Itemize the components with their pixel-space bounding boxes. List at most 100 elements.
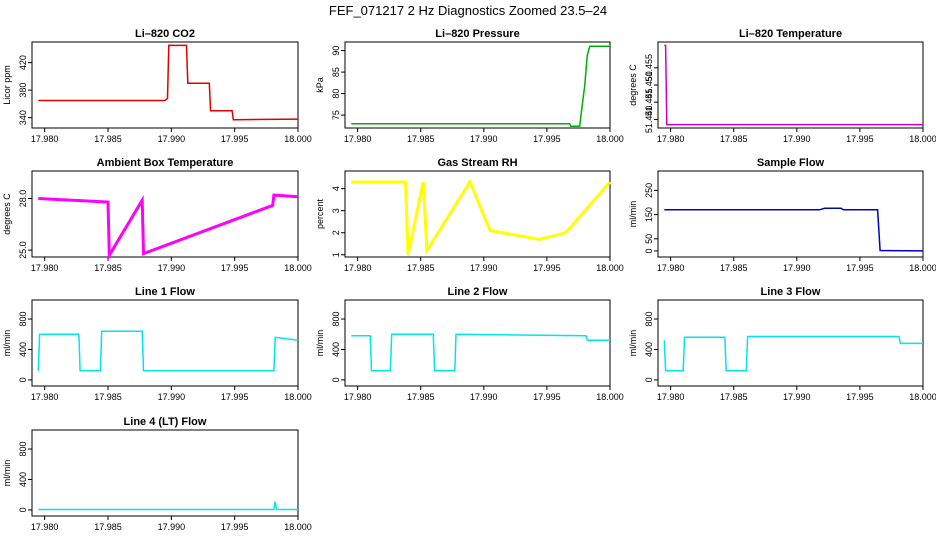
x-tick-label: 17.985 [720, 392, 748, 402]
plot-frame [344, 170, 611, 258]
panel-title: Line 2 Flow [448, 286, 508, 298]
plot-frame [31, 299, 299, 387]
y-tick-label: 400 [18, 472, 28, 487]
series-line [351, 45, 610, 128]
x-tick-label: 17.995 [533, 392, 561, 402]
series-line [664, 207, 924, 252]
x-tick-label: 17.995 [221, 392, 249, 402]
x-tick-label: 17.980 [657, 263, 685, 273]
x-tick-label: 17.990 [470, 263, 498, 273]
page-title: FEF_071217 2 Hz Diagnostics Zoomed 23.5–… [328, 3, 608, 18]
plot-frame [344, 41, 611, 129]
plot-frame [31, 41, 299, 129]
panel-title: Line 3 Flow [761, 286, 821, 298]
series-line [37, 330, 299, 372]
x-tick-label: 17.980 [344, 134, 372, 144]
y-tick-label: 2 [331, 230, 341, 235]
x-tick-label: 17.985 [407, 263, 435, 273]
y-tick-label: 4 [331, 186, 341, 191]
y-tick-label: 51.455 [644, 54, 654, 82]
y-axis-label: ml/min [315, 330, 325, 357]
chart-panel-6: Sample Flow ml/min 17.980 17.985 17.990 17.99… [628, 157, 936, 273]
x-tick-label: 18.000 [284, 263, 312, 273]
y-tick-label: 51.450 [644, 71, 654, 99]
y-axis-label: kPa [315, 77, 325, 93]
y-tick-label: 380 [18, 83, 28, 98]
x-tick-label: 18.000 [909, 263, 936, 273]
x-tick-label: 17.990 [470, 392, 498, 402]
y-tick-label: 400 [644, 342, 654, 357]
x-tick-label: 17.980 [31, 522, 59, 532]
y-tick-label: 80 [331, 89, 341, 99]
chart-panel-8: Line 2 Flow ml/min 17.980 17.985 17.990 17.99… [315, 286, 624, 402]
x-tick-label: 17.985 [94, 522, 122, 532]
x-tick-label: 17.990 [158, 263, 186, 273]
x-tick-label: 18.000 [284, 392, 312, 402]
x-tick-label: 17.995 [533, 263, 561, 273]
y-axis-label: ml/min [628, 330, 638, 357]
y-tick-label: 85 [331, 67, 341, 77]
series-line [38, 193, 299, 261]
x-tick-label: 17.980 [31, 263, 59, 273]
x-tick-label: 17.995 [533, 134, 561, 144]
series-line [38, 501, 298, 511]
y-tick-label: 250 [644, 183, 654, 198]
panel-title: Li–820 Temperature [739, 28, 842, 40]
x-tick-label: 17.990 [158, 134, 186, 144]
plot-frame [657, 41, 924, 129]
chart-panel-2: Li–820 Pressure kPa 17.980 17.985 17.990 17.9… [315, 28, 624, 144]
x-tick-label: 17.985 [94, 392, 122, 402]
y-tick-label: 800 [18, 442, 28, 457]
x-tick-label: 17.980 [657, 392, 685, 402]
x-tick-label: 17.985 [94, 263, 122, 273]
x-tick-label: 18.000 [909, 134, 936, 144]
x-tick-label: 18.000 [909, 392, 936, 402]
panel-title: Li–820 Pressure [435, 28, 519, 40]
panel-title: Line 4 (LT) Flow [124, 416, 207, 428]
y-tick-label: 420 [18, 55, 28, 70]
x-tick-label: 17.980 [31, 134, 59, 144]
x-tick-label: 17.995 [221, 522, 249, 532]
y-tick-label: 0 [18, 507, 28, 512]
x-tick-label: 18.000 [596, 392, 624, 402]
x-tick-label: 17.980 [31, 392, 59, 402]
x-tick-label: 18.000 [596, 134, 624, 144]
y-axis-label: Licor ppm [2, 65, 12, 105]
x-tick-label: 17.995 [221, 134, 249, 144]
y-axis-label: ml/min [2, 330, 12, 357]
x-tick-label: 17.990 [470, 134, 498, 144]
panel-title: Gas Stream RH [437, 157, 517, 169]
y-tick-label: 0 [331, 377, 341, 382]
y-tick-label: 3 [331, 208, 341, 213]
y-tick-label: 75 [331, 110, 341, 120]
y-axis-label: ml/min [628, 201, 638, 228]
plot-frame [31, 170, 299, 258]
panel-title: Ambient Box Temperature [97, 157, 234, 169]
series-line [351, 333, 610, 372]
x-tick-label: 17.995 [846, 263, 874, 273]
y-tick-label: 340 [18, 110, 28, 125]
x-tick-label: 17.985 [720, 134, 748, 144]
x-tick-label: 17.990 [158, 522, 186, 532]
panel-title: Line 1 Flow [135, 286, 195, 298]
chart-panel-7: Line 1 Flow ml/min 17.980 17.985 17.990 17.99… [2, 286, 312, 402]
x-tick-label: 17.990 [783, 392, 811, 402]
panel-title: Sample Flow [757, 157, 825, 169]
x-tick-label: 17.985 [407, 134, 435, 144]
x-tick-label: 17.995 [846, 134, 874, 144]
y-tick-label: 400 [331, 342, 341, 357]
x-tick-label: 18.000 [284, 134, 312, 144]
plot-frame [657, 170, 924, 258]
chart-panel-4: Ambient Box Temperature degrees C 17.980 17… [2, 157, 312, 273]
y-tick-label: 0 [18, 377, 28, 382]
y-tick-label: 150 [644, 207, 654, 222]
plot-frame [344, 299, 611, 387]
series-line [351, 178, 612, 256]
y-axis-label: degrees C [2, 193, 12, 235]
y-tick-label: 51.440 [644, 106, 654, 134]
plot-frame [657, 299, 924, 387]
series-line [664, 44, 923, 126]
x-tick-label: 17.990 [783, 263, 811, 273]
chart-panel-5: Gas Stream RH percent 17.980 17.985 17.990 17… [315, 157, 624, 273]
x-tick-label: 17.980 [344, 392, 372, 402]
